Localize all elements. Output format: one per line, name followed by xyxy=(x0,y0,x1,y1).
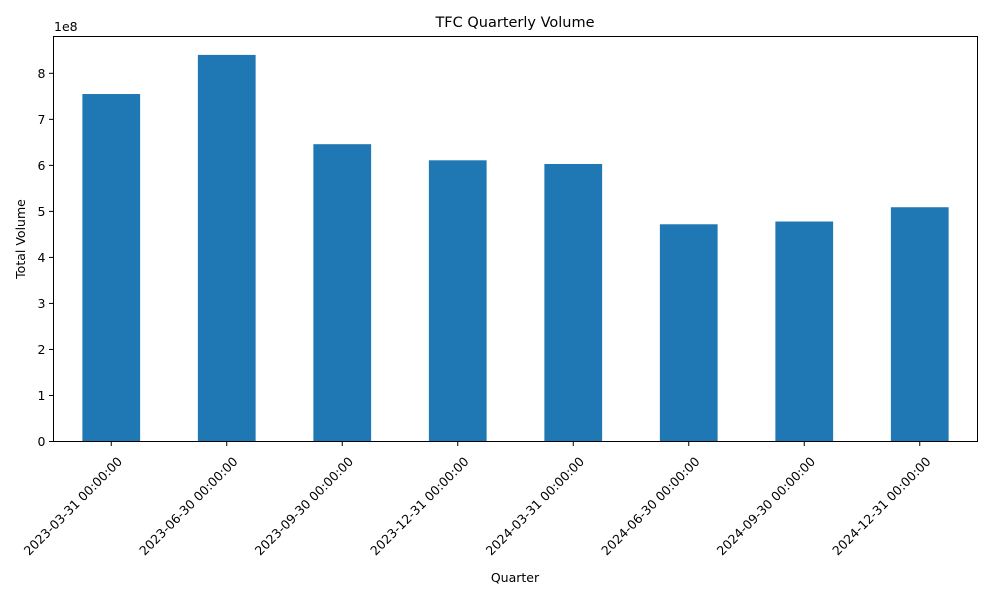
y-tick-label-3: 3 xyxy=(38,296,46,311)
y-tick-label-0: 0 xyxy=(38,434,46,449)
y-axis-offset-label: 1e8 xyxy=(54,19,78,34)
x-tick-label-1: 2023-03-31 00:00:00 xyxy=(21,454,126,559)
bar-5 xyxy=(544,163,603,442)
bar-6 xyxy=(659,224,718,442)
x-tick-label-5: 2024-03-31 00:00:00 xyxy=(483,454,588,559)
y-tick-label-4: 4 xyxy=(38,250,46,265)
y-axis-ticks: 0 1 2 3 4 5 6 7 8 xyxy=(38,66,54,449)
x-tick-label-7: 2024-09-30 00:00:00 xyxy=(714,454,819,559)
x-tick-label-8: 2024-12-31 00:00:00 xyxy=(829,454,934,559)
y-tick-label-8: 8 xyxy=(38,66,46,81)
x-axis-ticks: 2023-03-31 00:00:00 2023-06-30 00:00:00 20… xyxy=(21,441,934,559)
x-tick-label-3: 2023-09-30 00:00:00 xyxy=(252,454,357,559)
y-tick-label-5: 5 xyxy=(38,204,46,219)
x-axis-label: Quarter xyxy=(491,570,540,585)
plot-frame xyxy=(53,36,978,442)
y-tick-label-2: 2 xyxy=(38,342,46,357)
x-tick-label-4: 2023-12-31 00:00:00 xyxy=(367,454,472,559)
y-tick-label-7: 7 xyxy=(38,112,46,127)
bar-7 xyxy=(775,221,834,442)
y-tick-label-1: 1 xyxy=(38,388,46,403)
bar-4 xyxy=(428,160,487,442)
x-tick-label-6: 2024-06-30 00:00:00 xyxy=(598,454,703,559)
y-axis-label: Total Volume xyxy=(13,199,28,280)
x-tick-label-2: 2023-06-30 00:00:00 xyxy=(136,454,241,559)
bar-3 xyxy=(313,144,372,442)
chart-title: TFC Quarterly Volume xyxy=(434,15,594,31)
bar-1 xyxy=(82,94,141,442)
bars-group xyxy=(82,54,949,442)
bar-2 xyxy=(197,54,256,442)
y-tick-label-6: 6 xyxy=(38,158,46,173)
bar-8 xyxy=(890,207,949,442)
